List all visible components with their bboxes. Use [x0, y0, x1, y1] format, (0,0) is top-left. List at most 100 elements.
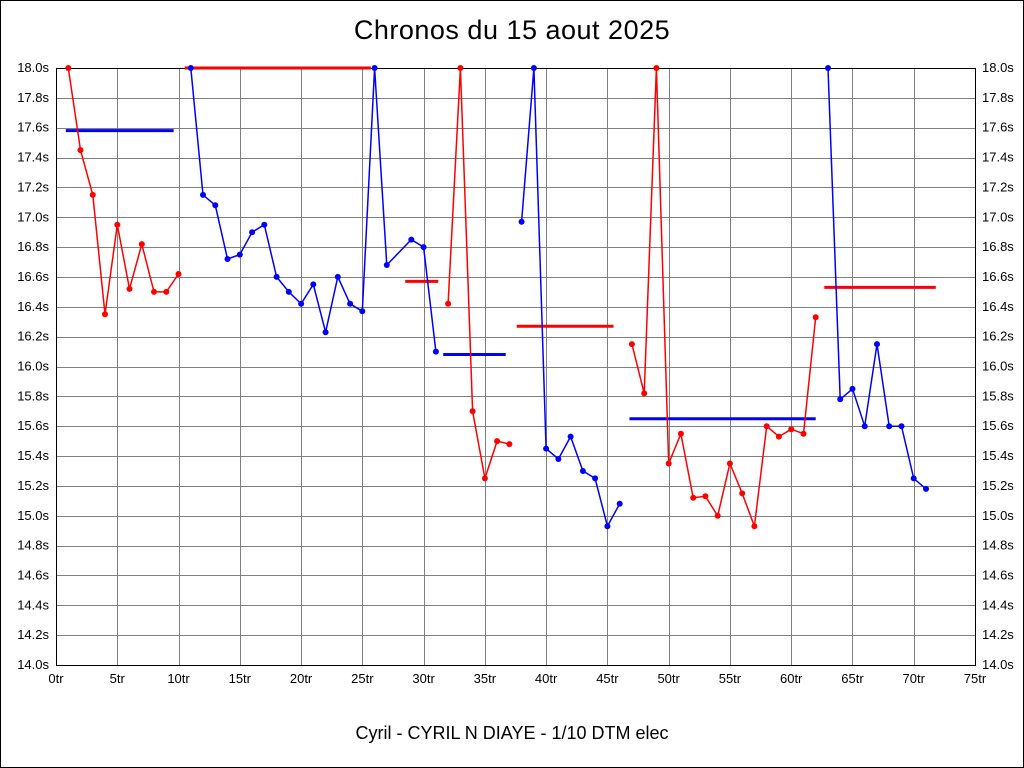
y-axis-label-left: 14.4s: [17, 597, 49, 612]
y-axis-label-right: 16.2s: [982, 329, 1014, 344]
y-axis-label-left: 17.2s: [17, 179, 49, 194]
x-axis-label: 75tr: [964, 671, 987, 686]
lap-point-stint-5: [702, 493, 709, 500]
lap-point-stint-5: [763, 423, 770, 430]
y-axis-label-left: 14.8s: [17, 538, 49, 553]
lap-point-stint-1: [77, 147, 84, 154]
lap-point-stint-2: [249, 229, 256, 236]
y-axis-label-right: 14.4s: [982, 597, 1014, 612]
y-axis-label-left: 14.0s: [17, 657, 49, 672]
lap-point-stint-5: [641, 390, 648, 397]
y-axis-label-right: 15.2s: [982, 478, 1014, 493]
lap-point-stint-2: [187, 65, 194, 71]
y-axis-label-right: 14.6s: [982, 567, 1014, 582]
y-axis-label-right: 14.8s: [982, 538, 1014, 553]
x-axis-label: 40tr: [535, 671, 558, 686]
x-axis-label: 30tr: [412, 671, 435, 686]
lap-point-stint-2: [371, 65, 378, 71]
x-axis-label: 15tr: [229, 671, 252, 686]
y-axis-label-left: 16.4s: [17, 299, 49, 314]
lap-line-stint-1: [67, 67, 180, 315]
lap-point-stint-3: [506, 441, 513, 448]
lap-point-stint-6: [923, 485, 929, 492]
lap-line-stint-5: [631, 67, 817, 527]
lap-point-stint-2: [432, 348, 439, 355]
lap-point-stint-2: [285, 288, 292, 295]
y-axis-label-right: 17.0s: [982, 209, 1014, 224]
lap-point-stint-2: [212, 202, 219, 209]
chart-title: Chronos du 15 aout 2025: [353, 15, 671, 45]
y-axis-label-right: 16.8s: [982, 239, 1014, 254]
lap-point-stint-2: [200, 191, 206, 198]
y-axis-label-right: 15.6s: [982, 418, 1014, 433]
y-axis-label-left: 17.0s: [17, 209, 49, 224]
x-axis-label: 10tr: [167, 671, 190, 686]
y-axis-label-left: 15.0s: [17, 508, 49, 523]
lap-point-stint-4: [616, 500, 623, 507]
y-axis-label-left: 15.2s: [17, 478, 49, 493]
plot-frame: [56, 68, 976, 666]
lap-line-stint-3: [447, 67, 510, 479]
y-axis-label-right: 15.8s: [982, 388, 1014, 403]
lap-point-stint-2: [310, 281, 317, 288]
y-axis-label-right: 17.8s: [982, 90, 1014, 105]
y-axis-label-right: 16.4s: [982, 299, 1014, 314]
x-axis-label: 5tr: [110, 671, 126, 686]
y-axis-label-right: 17.6s: [982, 120, 1014, 135]
lap-point-stint-3: [445, 300, 452, 307]
y-axis-label-left: 17.6s: [17, 120, 49, 135]
lap-point-stint-3: [481, 475, 488, 482]
lap-point-stint-4: [604, 523, 611, 530]
y-axis-label-right: 16.0s: [982, 359, 1014, 374]
lap-point-stint-2: [224, 256, 231, 262]
lap-point-stint-5: [714, 512, 721, 519]
x-axis-label: 55tr: [719, 671, 742, 686]
y-axis-label-left: 16.8s: [17, 239, 49, 254]
lap-point-stint-1: [163, 288, 170, 295]
x-axis-label: 0tr: [48, 671, 64, 686]
x-axis-label: 35tr: [474, 671, 497, 686]
lap-point-stint-5: [653, 65, 660, 71]
lap-point-stint-6: [861, 423, 868, 430]
lap-point-stint-1: [65, 65, 72, 71]
lap-line-stint-2: [190, 67, 437, 352]
x-axis-label: 70tr: [903, 671, 926, 686]
lap-point-stint-6: [886, 423, 893, 430]
lap-point-stint-4: [579, 468, 586, 474]
lap-point-stint-5: [726, 460, 733, 467]
lap-line-stint-4: [520, 67, 621, 529]
driver-info: Cyril - CYRIL N DIAYE - 1/10 DTM elec: [355, 723, 669, 743]
lap-point-stint-5: [751, 523, 758, 530]
lap-point-stint-5: [812, 314, 819, 321]
x-axis-label: 65tr: [841, 671, 864, 686]
lap-point-stint-6: [874, 341, 880, 348]
y-axis-label-right: 16.6s: [982, 269, 1014, 284]
lap-point-stint-5: [800, 430, 807, 437]
y-axis-label-left: 16.0s: [17, 359, 49, 374]
lap-point-stint-2: [261, 221, 268, 228]
lap-point-stint-5: [775, 433, 782, 440]
lap-point-stint-4: [555, 456, 562, 462]
lap-point-stint-4: [530, 65, 537, 71]
lap-point-stint-1: [114, 221, 121, 228]
y-axis-label-right: 17.2s: [982, 179, 1014, 194]
y-axis-label-left: 16.6s: [17, 269, 49, 284]
lap-point-stint-6: [910, 475, 917, 482]
lap-point-stint-5: [788, 426, 795, 433]
lap-point-stint-1: [175, 271, 182, 277]
y-axis-label-left: 14.6s: [17, 567, 49, 582]
lap-point-stint-4: [567, 433, 574, 440]
lap-point-stint-3: [457, 65, 464, 71]
lap-point-stint-2: [408, 236, 415, 243]
lap-point-stint-4: [518, 218, 525, 225]
lap-point-stint-2: [383, 262, 390, 268]
y-axis-label-right: 15.4s: [982, 448, 1014, 463]
lap-point-stint-5: [665, 460, 672, 467]
y-axis-label-right: 17.4s: [982, 150, 1014, 165]
x-axis-label: 60tr: [780, 671, 803, 686]
lap-point-stint-5: [690, 494, 697, 501]
y-axis-label-left: 15.4s: [17, 448, 49, 463]
x-axis-label: 20tr: [290, 671, 313, 686]
y-axis-label-right: 18.0s: [982, 60, 1014, 75]
x-axis-label: 50tr: [657, 671, 680, 686]
